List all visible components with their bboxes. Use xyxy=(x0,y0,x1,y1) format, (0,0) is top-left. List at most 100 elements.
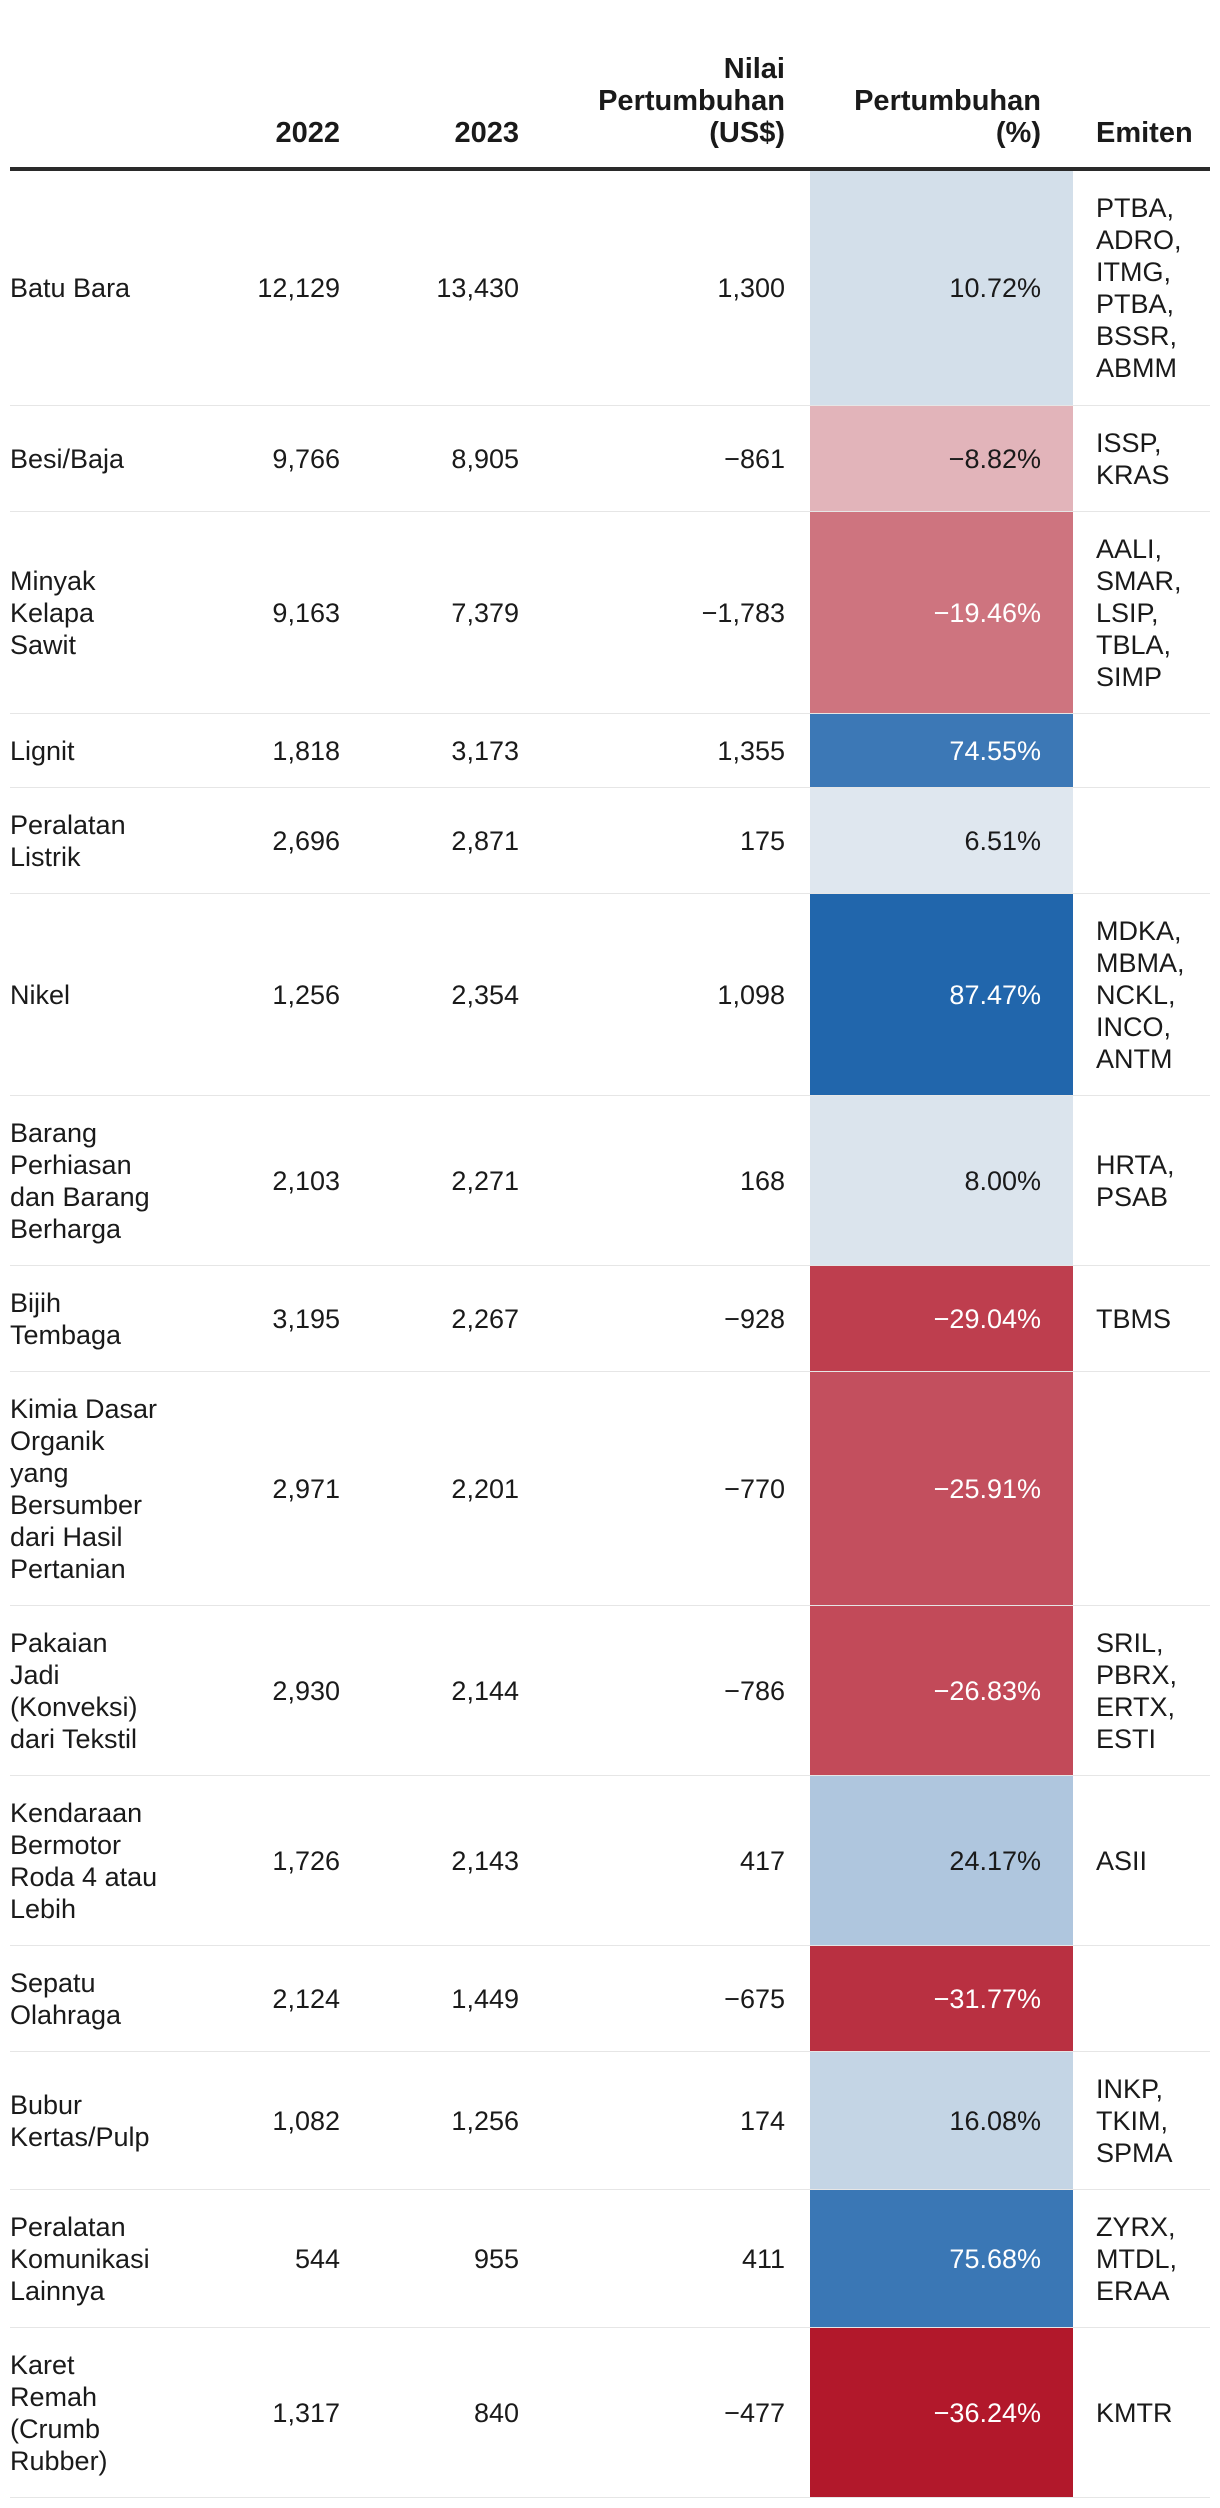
row-value-2023: 3,173 xyxy=(451,735,519,766)
table-row: Minyak Kelapa Sawit 9,163 7,379 −1,783 −19.4… xyxy=(10,512,1210,714)
table-row: Bubur Kertas/Pulp 1,082 1,256 174 16.08% INKP… xyxy=(10,2052,1210,2190)
row-value-2023: 2,143 xyxy=(451,1845,519,1876)
table-row: Lignit 1,818 3,173 1,355 74.55% xyxy=(10,714,1210,788)
row-value-2023: 840 xyxy=(473,2397,519,2428)
row-commodity-name: Batu Bara xyxy=(10,273,131,303)
row-commodity-name: Barang Perhiasan dan Barang Berharga xyxy=(10,1117,150,1244)
row-growth-pct: −25.91% xyxy=(810,1372,1073,1605)
row-growth-pct: 24.17% xyxy=(810,1776,1073,1945)
table-row: Pakaian Jadi (Konveksi) dari Tekstil 2,93… xyxy=(10,1606,1210,1776)
row-growth-value: −1,783 xyxy=(701,597,785,628)
row-value-2023: 2,271 xyxy=(451,1165,519,1196)
row-value-2023: 1,256 xyxy=(451,2105,519,2136)
row-growth-value: 1,300 xyxy=(717,273,785,303)
table-row: Besi/Baja 9,766 8,905 −861 −8.82% ISSP, KRAS xyxy=(10,406,1210,512)
row-growth-pct: 8.00% xyxy=(810,1096,1073,1265)
row-commodity-name: Peralatan Listrik xyxy=(10,809,126,872)
row-growth-value: −770 xyxy=(724,1473,785,1504)
row-growth-value: −786 xyxy=(724,1675,785,1706)
table-row: Nikel 1,256 2,354 1,098 87.47% MDKA, MBMA, NC… xyxy=(10,894,1210,1096)
row-growth-value: −675 xyxy=(724,1983,785,2014)
row-value-2023: 7,379 xyxy=(451,597,519,628)
row-growth-value: −928 xyxy=(724,1303,785,1334)
row-emiten: ZYRX, MTDL, ERAA xyxy=(1096,2211,1177,2306)
table-row: Peralatan Listrik 2,696 2,871 175 6.51% xyxy=(10,788,1210,894)
row-value-2023: 13,430 xyxy=(436,273,519,303)
row-emiten xyxy=(1096,788,1210,893)
row-growth-pct: 75.68% xyxy=(810,2190,1073,2327)
row-emiten: TBMS xyxy=(1096,1303,1172,1334)
row-growth-pct: −36.24% xyxy=(810,2328,1073,2497)
row-emiten xyxy=(1096,1372,1210,1605)
row-emiten: AALI, SMAR, LSIP, TBLA, SIMP xyxy=(1096,533,1182,692)
row-value-2022: 1,818 xyxy=(272,735,340,766)
row-growth-pct: −26.83% xyxy=(810,1606,1073,1775)
row-commodity-name: Kimia Dasar Organik yang Bersumber dari … xyxy=(10,1393,158,1584)
row-emiten: ASII xyxy=(1096,1845,1148,1876)
row-growth-value: 417 xyxy=(739,1845,785,1876)
header-2023: 2023 xyxy=(454,117,519,149)
table-row: Sepatu Olahraga 2,124 1,449 −675 −31.77% xyxy=(10,1946,1210,2052)
row-emiten: PTBA, ADRO, ITMG, PTBA, BSSR, ABMM xyxy=(1096,193,1182,383)
row-commodity-name: Bubur Kertas/Pulp xyxy=(10,2089,150,2152)
row-growth-value: −861 xyxy=(724,443,785,474)
row-emiten xyxy=(1096,714,1210,787)
table-row: Kendaraan Bermotor Roda 4 atau Lebih 1,72… xyxy=(10,1776,1210,1946)
row-value-2022: 12,129 xyxy=(257,273,340,303)
row-value-2022: 9,766 xyxy=(272,443,340,474)
table-row: Batu Bara 12,129 13,430 1,300 10.72% PTBA, AD… xyxy=(10,171,1210,406)
row-value-2023: 1,449 xyxy=(451,1983,519,2014)
row-commodity-name: Minyak Kelapa Sawit xyxy=(10,565,96,660)
row-commodity-name: Peralatan Komunikasi Lainnya xyxy=(10,2211,150,2306)
row-value-2023: 2,144 xyxy=(451,1675,519,1706)
row-growth-value: 168 xyxy=(739,1165,785,1196)
row-commodity-name: Karet Remah (Crumb Rubber) xyxy=(10,2349,108,2476)
row-value-2022: 1,317 xyxy=(272,2397,340,2428)
row-emiten: KMTR xyxy=(1096,2397,1173,2428)
header-2022: 2022 xyxy=(275,117,340,149)
row-value-2022: 2,103 xyxy=(272,1165,340,1196)
row-growth-value: 411 xyxy=(741,2243,785,2274)
row-value-2023: 955 xyxy=(473,2243,519,2274)
row-growth-pct: 74.55% xyxy=(810,714,1073,787)
table-row: Kimia Dasar Organik yang Bersumber dari … xyxy=(10,1372,1210,1606)
row-growth-pct: −31.77% xyxy=(810,1946,1073,2051)
row-growth-pct: 6.51% xyxy=(810,788,1073,893)
header-emiten: Emiten xyxy=(1096,117,1193,149)
row-value-2022: 2,124 xyxy=(272,1983,340,2014)
row-value-2022: 2,971 xyxy=(272,1473,340,1504)
row-value-2023: 2,871 xyxy=(451,825,519,856)
header-growth-pct: Pertumbuhan (%) xyxy=(854,85,1041,149)
table-row: Barang Perhiasan dan Barang Berharga 2,10… xyxy=(10,1096,1210,1266)
row-value-2022: 9,163 xyxy=(272,597,340,628)
row-growth-pct: −8.82% xyxy=(810,406,1073,511)
row-commodity-name: Lignit xyxy=(10,735,75,766)
row-value-2023: 2,354 xyxy=(451,979,519,1010)
row-growth-value: −477 xyxy=(724,2397,785,2428)
header-growth-value: Nilai Pertumbuhan (US$) xyxy=(598,53,785,149)
table-row: Bijih Tembaga 3,195 2,267 −928 −29.04% TBMS xyxy=(10,1266,1210,1372)
row-value-2022: 1,726 xyxy=(272,1845,340,1876)
row-value-2022: 2,930 xyxy=(272,1675,340,1706)
row-growth-value: 1,098 xyxy=(717,979,785,1010)
row-value-2022: 3,195 xyxy=(272,1303,340,1334)
row-emiten: HRTA, PSAB xyxy=(1096,1149,1175,1212)
row-commodity-name: Pakaian Jadi (Konveksi) dari Tekstil xyxy=(10,1627,138,1754)
row-value-2023: 2,201 xyxy=(451,1473,519,1504)
row-emiten: ISSP, KRAS xyxy=(1096,427,1170,490)
row-commodity-name: Besi/Baja xyxy=(10,443,125,474)
table-row: Karet Remah (Crumb Rubber) 1,317 840 −477 −3… xyxy=(10,2328,1210,2498)
row-value-2022: 1,256 xyxy=(272,979,340,1010)
row-emiten: INKP, TKIM, SPMA xyxy=(1096,2073,1173,2168)
table-row: Peralatan Komunikasi Lainnya 544 955 411 75.… xyxy=(10,2190,1210,2328)
row-value-2022: 2,696 xyxy=(272,825,340,856)
row-commodity-name: Sepatu Olahraga xyxy=(10,1967,122,2030)
row-growth-pct: −29.04% xyxy=(810,1266,1073,1371)
row-emiten: MDKA, MBMA, NCKL, INCO, ANTM xyxy=(1096,915,1185,1074)
row-commodity-name: Kendaraan Bermotor Roda 4 atau Lebih xyxy=(10,1797,158,1924)
row-value-2023: 2,267 xyxy=(451,1303,519,1334)
row-growth-pct: −19.46% xyxy=(810,512,1073,713)
row-growth-pct: 10.72% xyxy=(810,171,1073,405)
row-emiten xyxy=(1096,1946,1210,2051)
table-header: 2022 2023 Nilai Pertumbuhan (US$) Pertum… xyxy=(10,0,1210,171)
